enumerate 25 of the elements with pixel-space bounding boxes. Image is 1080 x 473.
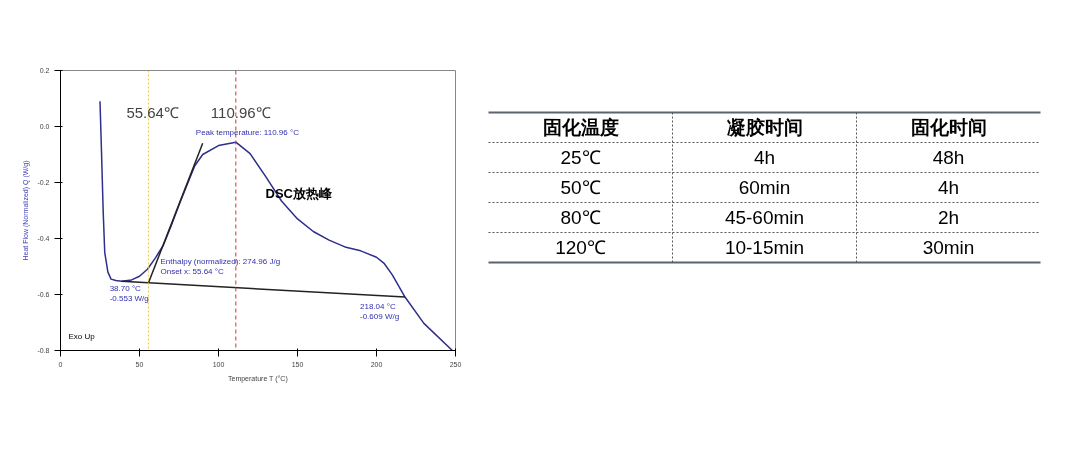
text: 30min [922,237,975,258]
text: 固化时间 [910,117,987,138]
text: 80℃ [560,207,601,228]
text: 120℃ [555,237,606,258]
annotation: Onset x: 55.64 °C [160,266,224,276]
text: 4h [753,147,776,168]
annotation: Enthalpy (normalized): 274.96 J/g [160,256,281,266]
text: 凝胶时间 [726,117,803,138]
ref-line-label: 55.64℃ [126,103,179,121]
annotation: Exo Up [68,331,96,341]
text: 4h [937,177,960,198]
text: 25℃ [560,147,601,168]
annotation: 38.70 °C [109,284,142,294]
text: 45-60min [724,207,805,228]
annotation: -0.553 W/g [109,294,149,304]
text: 固化温度 [542,117,619,138]
ref-line-label: 110.96℃ [210,103,271,121]
text: 10-15min [724,237,805,258]
text: 50℃ [560,177,601,198]
annotation: 218.04 °C [360,302,396,312]
text: 48h [932,147,965,168]
text: 60min [738,177,791,198]
text: 2h [937,207,960,228]
annotation: Peak temperature: 110.96 °C [195,128,300,138]
annotation: -0.609 W/g [360,312,400,322]
